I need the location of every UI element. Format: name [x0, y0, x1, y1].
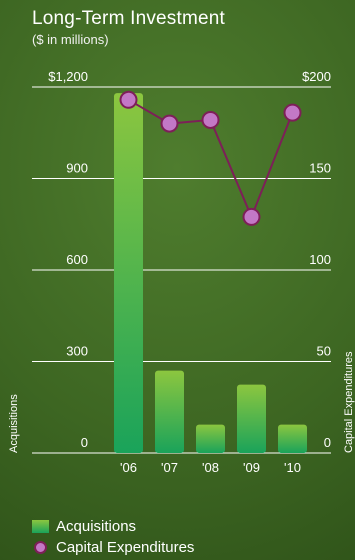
y-left-tick-label: $1,200	[48, 69, 88, 84]
y-left-tick-label: 0	[81, 435, 88, 450]
y-right-tick-label: 100	[309, 252, 331, 267]
chart-subtitle: ($ in millions)	[32, 32, 109, 47]
point-capital-expenditures	[201, 110, 220, 129]
point-capital-expenditures	[160, 114, 179, 133]
chart-title: Long-Term Investment	[32, 8, 226, 29]
point-capital-expenditures	[283, 103, 302, 122]
x-tick-label: '09	[243, 460, 260, 475]
point-capital-expenditures	[242, 207, 261, 226]
y-right-axis-title: Capital Expenditures	[343, 351, 355, 453]
legend-item-capital-expenditures: Capital Expenditures	[32, 537, 194, 558]
y-left-tick-label: 300	[66, 344, 88, 359]
legend-item-acquisitions: Acquisitions	[32, 516, 194, 537]
legend-label-capital-expenditures: Capital Expenditures	[56, 539, 195, 556]
bar-acquisitions	[114, 93, 143, 453]
y-left-tick-label: 600	[66, 252, 88, 267]
y-right-tick-label: 0	[324, 435, 331, 450]
y-right-tick-label: 50	[317, 344, 331, 359]
x-tick-label: '07	[161, 460, 178, 475]
bar-acquisitions	[155, 370, 184, 453]
legend-swatch-acquisitions	[32, 520, 49, 533]
bar-acquisitions	[237, 384, 266, 453]
y-left-tick-label: 900	[66, 161, 88, 176]
x-tick-label: '10	[284, 460, 301, 475]
x-tick-label: '08	[202, 460, 219, 475]
y-left-axis-title: Acquisitions	[8, 394, 20, 453]
x-tick-label: '06	[120, 460, 137, 475]
legend-swatch-capital-expenditures	[34, 541, 47, 554]
chart-legend: Acquisitions Capital Expenditures	[32, 516, 194, 558]
bar-acquisitions	[278, 424, 307, 453]
y-right-tick-label: $200	[302, 69, 331, 84]
point-capital-expenditures	[119, 90, 138, 109]
bar-acquisitions	[196, 424, 225, 453]
legend-label-acquisitions: Acquisitions	[56, 518, 137, 535]
y-right-tick-label: 150	[309, 161, 331, 176]
